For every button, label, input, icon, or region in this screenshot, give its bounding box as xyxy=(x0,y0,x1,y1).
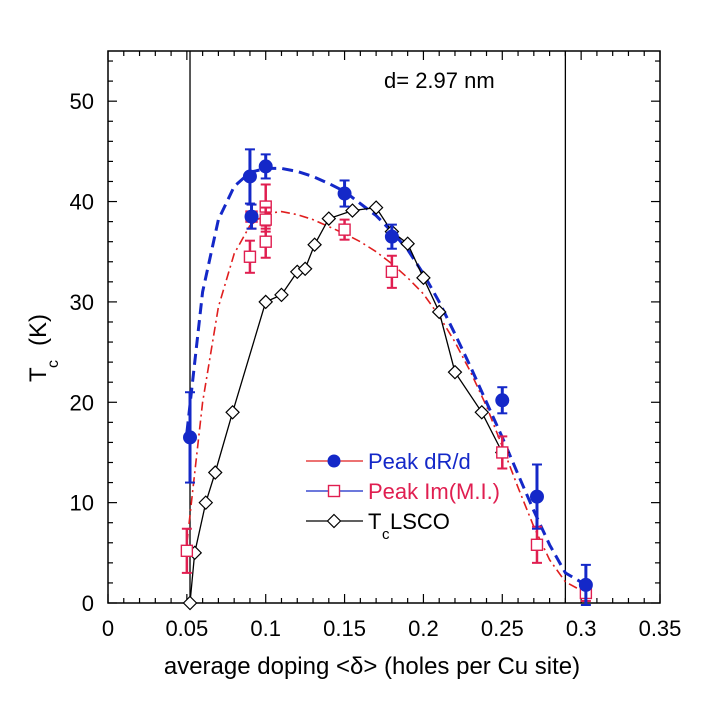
lsco-point xyxy=(297,261,313,277)
y-tick-label: 30 xyxy=(70,290,94,315)
y-tick-label: 10 xyxy=(70,491,94,516)
lsco-point xyxy=(307,237,322,253)
lsco-point xyxy=(416,270,431,286)
im-point xyxy=(385,265,399,278)
dr-point xyxy=(578,577,593,592)
chart-marks xyxy=(180,148,593,611)
lsco-point xyxy=(182,595,198,611)
x-tick-label: 0.2 xyxy=(408,616,439,641)
im-point xyxy=(530,538,544,551)
lsco-line xyxy=(189,206,503,604)
lsco-point xyxy=(321,211,337,226)
y-axis-label-sub: c xyxy=(45,360,62,368)
lsco-point xyxy=(225,404,240,420)
dr-point xyxy=(183,430,198,445)
y-axis-label-main: T xyxy=(25,367,52,382)
im-point xyxy=(180,544,194,558)
lsco-point xyxy=(474,404,490,420)
lsco-point xyxy=(400,236,416,252)
y-tick-label: 0 xyxy=(82,591,94,616)
x-tick-label: 0.15 xyxy=(323,616,366,641)
x-tick-label: 0.3 xyxy=(566,616,597,641)
x-tick-label: 0.05 xyxy=(165,616,208,641)
legend-marker-tc xyxy=(326,513,342,529)
im-point xyxy=(259,235,272,248)
x-tick-label: 0.35 xyxy=(639,616,682,641)
im-point xyxy=(259,213,272,226)
lsco-point xyxy=(368,200,384,215)
legend: Peak dR/d Peak Im(M.I.) T c LSCO xyxy=(306,449,500,543)
x-tick-label: 0.25 xyxy=(481,616,524,641)
lsco-point xyxy=(258,294,274,310)
y-axis-label: T c (K) xyxy=(25,314,62,382)
im-point xyxy=(243,250,257,263)
y-axis-label-unit: (K) xyxy=(25,314,52,346)
legend-marker-peak-im xyxy=(327,484,341,498)
legend-item-peak-dr: Peak dR/d xyxy=(306,449,471,474)
im-point xyxy=(338,223,351,236)
legend-label-tc-sub: c xyxy=(382,526,390,543)
x-tick-label: 0.1 xyxy=(250,616,281,641)
lsco-point xyxy=(207,465,223,480)
x-axis-label: average doping <δ> (holes per Cu site) xyxy=(164,653,580,680)
lsco-point xyxy=(431,304,447,320)
y-tick-label: 40 xyxy=(70,190,94,215)
lsco-point xyxy=(274,287,289,303)
legend-marker-peak-dr xyxy=(327,454,341,468)
dr-point xyxy=(244,209,259,224)
lsco-point xyxy=(447,364,463,380)
lsco-point xyxy=(198,495,214,510)
dr-point xyxy=(495,393,510,408)
x-tick-label: 0 xyxy=(102,616,114,641)
im-point xyxy=(496,446,509,459)
plot-axes: 0 0.05 0.1 0.15 0.2 0.25 0.3 0.35 0 10 20 30 40 50 xyxy=(70,50,682,641)
legend-label-tc-main: T xyxy=(368,509,381,534)
dr-point xyxy=(529,489,544,504)
legend-label-peak-dr: Peak dR/d xyxy=(368,449,471,474)
plot-frame xyxy=(107,50,661,604)
y-tick-label: 50 xyxy=(70,89,94,114)
dr-point xyxy=(384,229,399,244)
legend-label-peak-im: Peak Im(M.I.) xyxy=(368,479,500,504)
thickness-annotation: d= 2.97 nm xyxy=(384,68,495,93)
y-tick-label: 20 xyxy=(70,390,94,415)
legend-label-tc-rest: LSCO xyxy=(390,509,450,534)
dr-point xyxy=(337,186,352,201)
dr-point xyxy=(258,159,273,174)
legend-item-peak-im: Peak Im(M.I.) xyxy=(306,479,500,504)
legend-item-tc-lsco: T c LSCO xyxy=(306,509,450,543)
dr-point xyxy=(242,169,257,184)
